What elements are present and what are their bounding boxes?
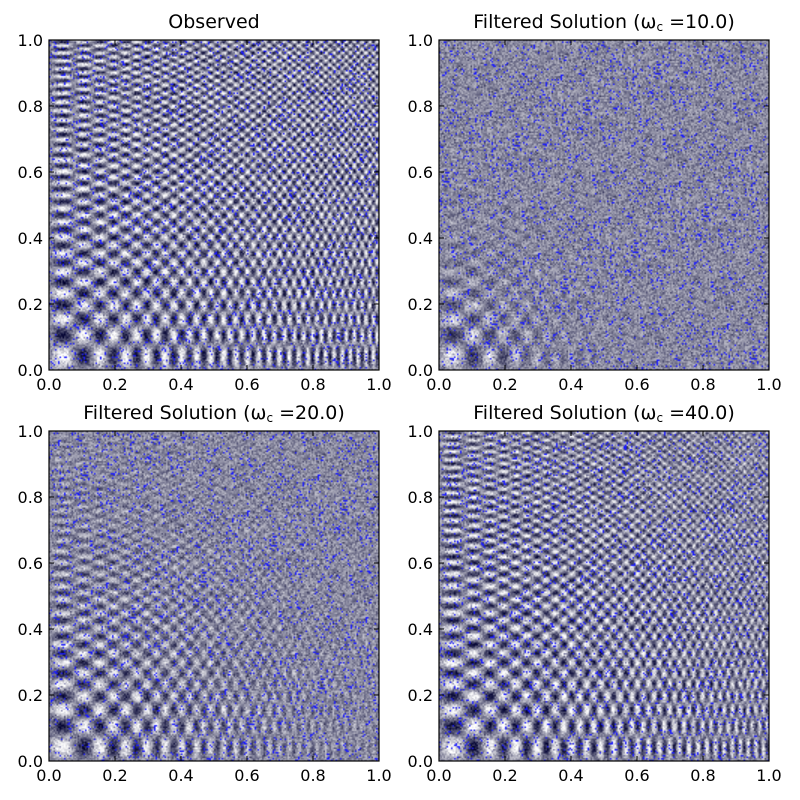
x-tick-label: 0.0 [36, 375, 61, 394]
y-tick-label: 0.6 [408, 163, 433, 182]
subplot-observed: Observed 0.0 0.2 0.4 0.6 0.8 1.0 0.0 0.2 0.4 0.6 0… [0, 10, 392, 400]
y-tick-label: 0.6 [18, 554, 43, 573]
x-tick-label: 0.2 [492, 766, 517, 785]
x-tick-label: 0.8 [690, 766, 715, 785]
y-tick-label: 0.8 [18, 488, 43, 507]
x-tick-label: 0.4 [168, 766, 193, 785]
title-subscript: c [656, 411, 664, 425]
x-tick-label: 0.2 [492, 375, 517, 394]
y-tick-label: 0.2 [408, 686, 433, 705]
plot-area: 0.0 0.2 0.4 0.6 0.8 1.0 0.0 0.2 0.4 0.6 0.8 1.0 [408, 422, 782, 785]
subplot-title: Filtered Solution (ωc =10.0) [438, 10, 770, 39]
x-tick-label: 0.4 [558, 766, 583, 785]
subplot-title: Filtered Solution (ωc =40.0) [438, 401, 770, 430]
heatmap-image [49, 431, 379, 761]
x-tick-label: 0.0 [36, 766, 61, 785]
axes-frame [438, 39, 770, 371]
axes-frame [48, 39, 380, 371]
heatmap-image [439, 431, 769, 761]
x-tick-label: 1.0 [366, 766, 391, 785]
x-tick-label: 0.6 [624, 766, 649, 785]
x-tick-label: 1.0 [756, 375, 781, 394]
axes-frame [438, 430, 770, 762]
y-tick-label: 1.0 [18, 422, 43, 441]
y-tick-label: 0.8 [18, 97, 43, 116]
x-tick-label: 0.6 [624, 375, 649, 394]
y-tick-label: 1.0 [18, 31, 43, 50]
y-tick-label: 0.4 [18, 620, 43, 639]
y-tick-label: 0.0 [18, 361, 43, 380]
subplot-title: Observed [48, 10, 380, 39]
x-tick-label: 0.6 [234, 375, 259, 394]
y-tick-label: 0.4 [18, 229, 43, 248]
x-tick-label: 0.4 [558, 375, 583, 394]
subplot-filtered-20: Filtered Solution (ωc =20.0) 0.0 0.2 0.4 0.… [0, 401, 392, 791]
x-tick-label: 1.0 [756, 766, 781, 785]
y-tick-label: 0.0 [408, 752, 433, 771]
y-tick-label: 1.0 [408, 422, 433, 441]
subplot-filtered-10: Filtered Solution (ωc =10.0) 0.0 0.2 0.4 0.… [390, 10, 782, 400]
title-text: Filtered Solution (ω [473, 11, 657, 33]
x-tick-label: 0.0 [426, 766, 451, 785]
plot-area: 0.0 0.2 0.4 0.6 0.8 1.0 0.0 0.2 0.4 0.6 0.8 1.0 [408, 31, 782, 394]
title-suffix: =20.0) [273, 402, 345, 424]
y-tick-label: 0.2 [408, 295, 433, 314]
y-tick-label: 0.2 [18, 686, 43, 705]
x-tick-label: 0.6 [234, 766, 259, 785]
heatmap-image [439, 40, 769, 370]
y-tick-label: 0.6 [408, 554, 433, 573]
title-text: Filtered Solution (ω [83, 402, 267, 424]
y-tick-label: 1.0 [408, 31, 433, 50]
y-tick-label: 0.8 [408, 488, 433, 507]
heatmap-image [49, 40, 379, 370]
y-tick-label: 0.2 [18, 295, 43, 314]
x-tick-label: 0.8 [690, 375, 715, 394]
x-tick-label: 0.0 [426, 375, 451, 394]
x-tick-label: 0.8 [300, 375, 325, 394]
y-tick-label: 0.6 [18, 163, 43, 182]
title-text: Filtered Solution (ω [473, 402, 657, 424]
y-tick-label: 0.4 [408, 229, 433, 248]
x-tick-label: 0.8 [300, 766, 325, 785]
plot-area: 0.0 0.2 0.4 0.6 0.8 1.0 0.0 0.2 0.4 0.6 0.8 1.0 [18, 422, 392, 785]
x-tick-label: 0.2 [102, 766, 127, 785]
y-tick-label: 0.4 [408, 620, 433, 639]
x-tick-label: 0.2 [102, 375, 127, 394]
x-tick-label: 1.0 [366, 375, 391, 394]
title-suffix: =10.0) [663, 11, 735, 33]
title-subscript: c [266, 411, 274, 425]
subplot-filtered-40: Filtered Solution (ωc =40.0) 0.0 0.2 0.4 0.… [390, 401, 782, 791]
title-suffix: =40.0) [663, 402, 735, 424]
axes-frame [48, 430, 380, 762]
y-tick-label: 0.8 [408, 97, 433, 116]
plot-area: 0.0 0.2 0.4 0.6 0.8 1.0 0.0 0.2 0.4 0.6 0.8 1.0 [18, 31, 392, 394]
title-text: Observed [168, 11, 260, 33]
subplot-title: Filtered Solution (ωc =20.0) [48, 401, 380, 430]
title-subscript: c [656, 20, 664, 34]
x-tick-label: 0.4 [168, 375, 193, 394]
y-tick-label: 0.0 [18, 752, 43, 771]
y-tick-label: 0.0 [408, 361, 433, 380]
